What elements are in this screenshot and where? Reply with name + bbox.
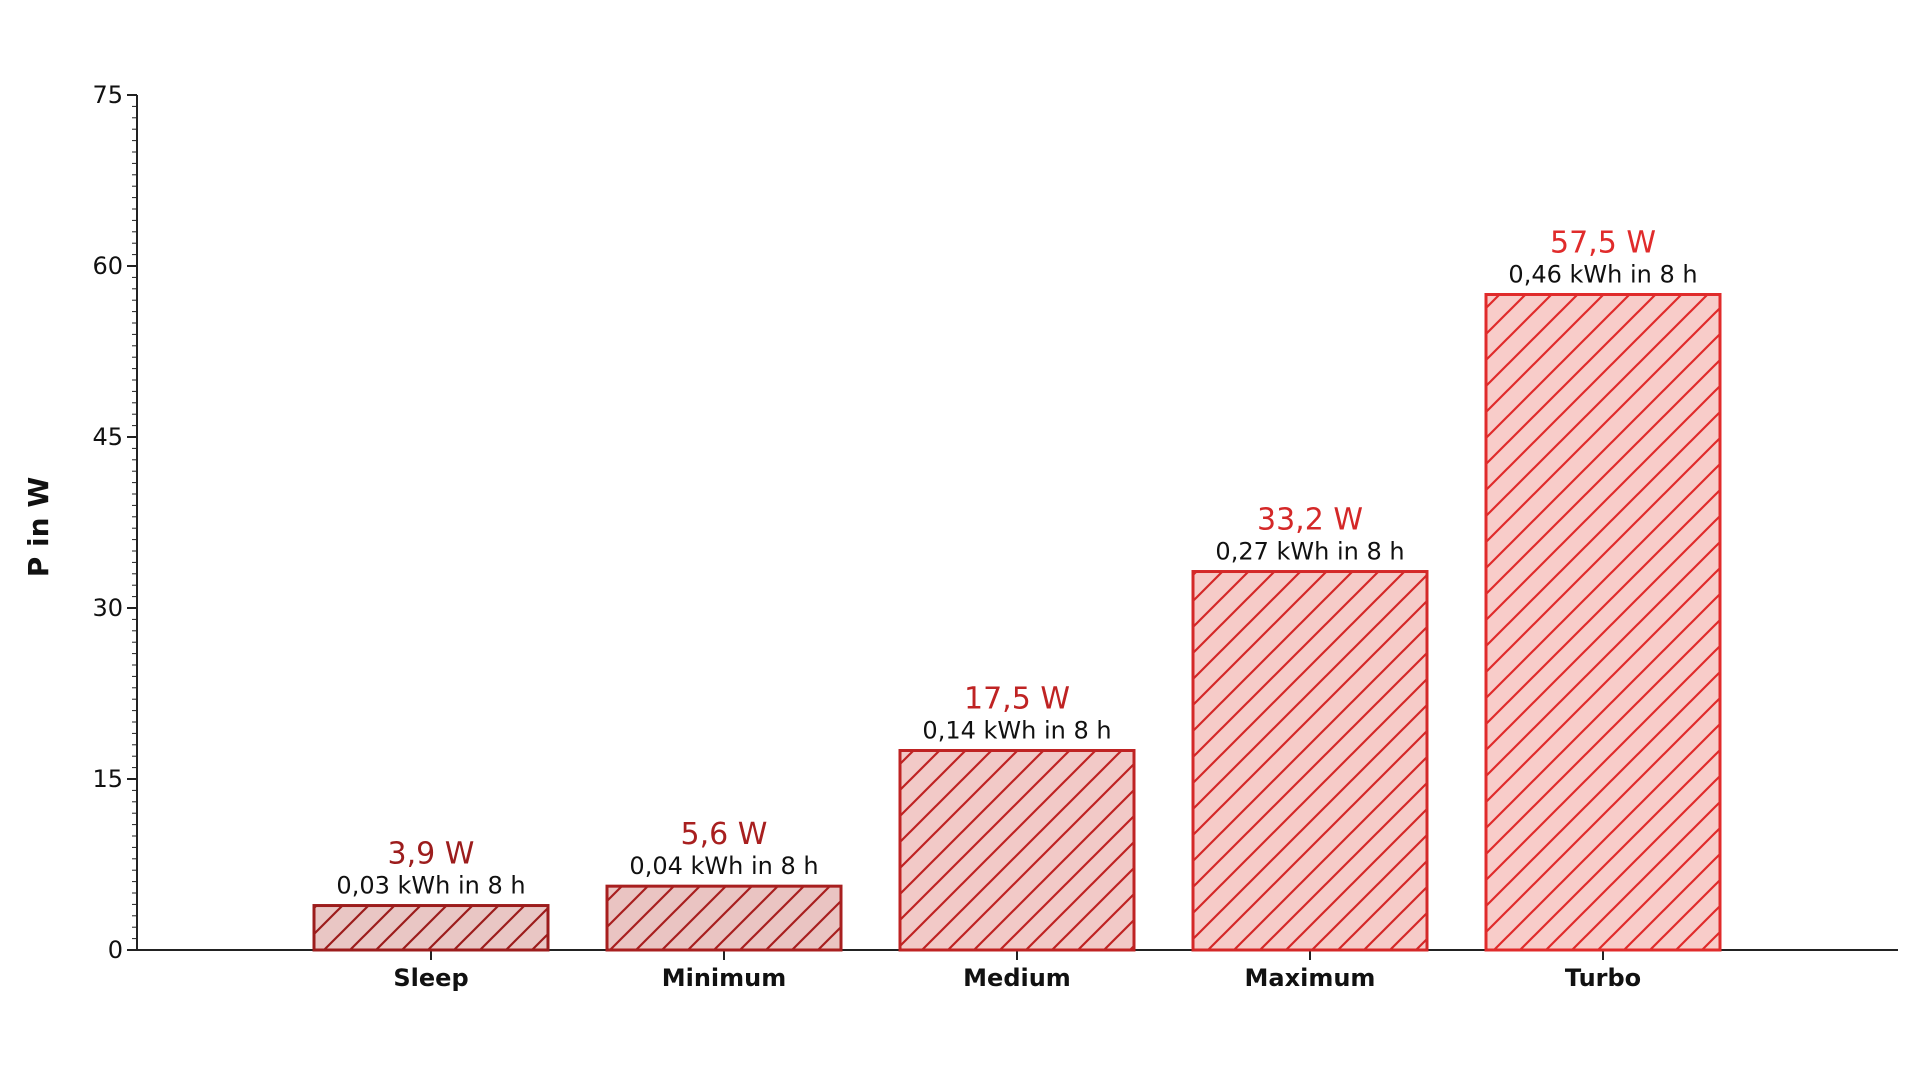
energy-label: 0,46 kWh in 8 h xyxy=(1508,261,1697,289)
bar-labels: 0,03 kWh in 8 h3,9 W 0,04 kWh in 8 h5,6 W… xyxy=(336,226,1697,900)
x-axis: Sleep Minimum Medium Maximum Turbo xyxy=(137,949,1898,992)
x-tick-label: Minimum xyxy=(662,964,787,992)
y-tick-label: 15 xyxy=(92,765,123,793)
energy-label: 0,27 kWh in 8 h xyxy=(1215,538,1404,566)
y-axis: 0 15 30 45 60 75 xyxy=(92,81,138,964)
x-tick-label: Maximum xyxy=(1245,964,1376,992)
bar-sleep xyxy=(312,904,550,952)
y-tick-label: 30 xyxy=(92,594,123,622)
bar-medium xyxy=(898,749,1136,952)
y-tick-label: 0 xyxy=(108,936,123,964)
bar-minimum xyxy=(605,884,843,952)
bars xyxy=(312,293,1722,952)
bar-maximum xyxy=(1191,570,1429,952)
value-label: 17,5 W xyxy=(964,682,1070,717)
x-tick-label: Sleep xyxy=(393,964,468,992)
value-label: 3,9 W xyxy=(388,837,475,872)
x-tick-label: Turbo xyxy=(1565,964,1641,992)
y-tick-label: 45 xyxy=(92,423,123,451)
value-label: 5,6 W xyxy=(681,817,768,852)
energy-label: 0,04 kWh in 8 h xyxy=(629,852,818,880)
energy-label: 0,14 kWh in 8 h xyxy=(922,717,1111,745)
y-tick-label: 75 xyxy=(92,81,123,109)
value-label: 33,2 W xyxy=(1257,503,1363,538)
bar-turbo xyxy=(1484,293,1722,952)
x-tick-label: Medium xyxy=(963,964,1071,992)
y-axis-label: P in W xyxy=(22,477,55,578)
energy-label: 0,03 kWh in 8 h xyxy=(336,872,525,900)
value-label: 57,5 W xyxy=(1550,226,1656,261)
y-tick-label: 60 xyxy=(92,252,123,280)
